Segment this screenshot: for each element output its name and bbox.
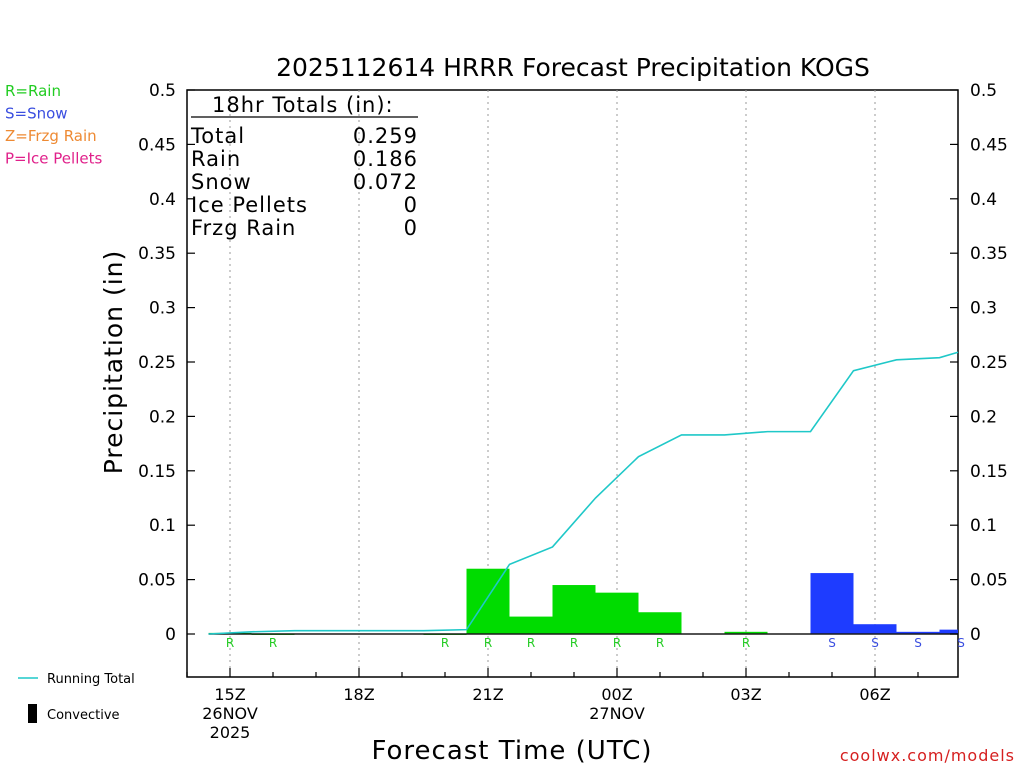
bar-hour-7 [509, 616, 553, 634]
ytick-label-left-7: 0.35 [138, 244, 176, 264]
xtick-label-3-0: 00Z [601, 685, 632, 704]
totals-label-0: Total [190, 124, 245, 148]
ytick-label-left-3: 0.15 [138, 462, 176, 482]
bar-hour-17 [939, 629, 958, 634]
running-total-legend-label: Running Total [47, 672, 135, 687]
xtick-label-0-2: 2025 [210, 723, 251, 742]
bar-hour-15 [853, 624, 897, 634]
ytick-label-right-2: 0.1 [970, 516, 997, 536]
ytick-label-left-9: 0.45 [138, 135, 176, 155]
totals-value-3: 0 [404, 193, 418, 217]
totals-box: 18hr Totals (in): Total 0.259 Rain 0.186 Sno… [190, 93, 418, 240]
ytick-label-right-1: 0.05 [970, 571, 1008, 591]
type-label-hour-12: R [742, 636, 750, 650]
type-label-hour-16: S [914, 636, 922, 650]
bar-hour-10 [638, 612, 682, 634]
totals-heading: 18hr Totals (in): [212, 93, 394, 117]
type-legend-entry-3: P=Ice Pellets [5, 150, 102, 168]
bar-hour-14 [810, 573, 854, 634]
type-label-hour-6: R [484, 636, 492, 650]
precip-type-legend: R=Rain S=Snow Z=Frzg Rain P=Ice Pellets [5, 82, 102, 168]
totals-value-4: 0 [404, 216, 418, 240]
type-label-hour-5: R [441, 636, 449, 650]
ytick-label-right-8: 0.4 [970, 190, 997, 210]
ytick-label-right-7: 0.35 [970, 244, 1008, 264]
series-legend: Running Total Convective [18, 672, 135, 723]
ytick-label-right-0: 0 [970, 625, 981, 645]
bar-hour-16 [896, 631, 940, 634]
convective-swatch [28, 704, 37, 723]
watermark: coolwx.com/models [840, 746, 1015, 765]
y-axis-label: Precipitation (in) [99, 250, 128, 475]
bar-hour-6 [466, 568, 510, 634]
type-legend-entry-0: R=Rain [5, 82, 61, 100]
xtick-label-5-0: 06Z [859, 685, 890, 704]
totals-label-1: Rain [191, 147, 241, 171]
bar-hour-9 [595, 592, 639, 634]
ytick-label-left-0: 0 [165, 625, 176, 645]
x-axis-label: Forecast Time (UTC) [371, 736, 652, 766]
running-total-line [208, 351, 959, 635]
totals-label-2: Snow [191, 170, 252, 194]
ytick-label-right-6: 0.3 [970, 299, 997, 319]
ytick-label-right-3: 0.15 [970, 462, 1008, 482]
type-label-hour-1: R [269, 636, 277, 650]
ytick-label-right-5: 0.25 [970, 353, 1008, 373]
ytick-label-left-8: 0.4 [149, 190, 176, 210]
totals-value-1: 0.186 [353, 147, 418, 171]
totals-label-4: Frzg Rain [191, 216, 296, 240]
totals-value-0: 0.259 [353, 124, 418, 148]
xtick-label-4-0: 03Z [730, 685, 761, 704]
type-label-hour-9: R [613, 636, 621, 650]
type-label-hour-10: R [656, 636, 664, 650]
type-label-hour-14: S [828, 636, 836, 650]
ytick-label-right-9: 0.45 [970, 135, 1008, 155]
totals-value-2: 0.072 [353, 170, 418, 194]
y-axis-left: 0 0.05 0.1 0.15 0.2 0.25 0.3 0.35 0.4 0.45 0.5 [138, 81, 195, 645]
totals-rows: Total 0.259 Rain 0.186 Snow 0.072 Ice Pellets 0… [190, 124, 418, 240]
bar-hour-12 [724, 631, 768, 634]
xtick-label-2-0: 21Z [472, 685, 503, 704]
y-axis-right: 0 0.05 0.1 0.15 0.2 0.25 0.3 0.35 0.4 0.45 0.5 [950, 81, 1008, 645]
plot-frame [186, 89, 959, 678]
type-label-hour-7: R [527, 636, 535, 650]
ytick-label-right-4: 0.2 [970, 407, 997, 427]
ytick-label-left-10: 0.5 [149, 81, 176, 101]
totals-label-3: Ice Pellets [191, 193, 308, 217]
type-legend-entry-1: S=Snow [5, 105, 68, 123]
type-label-hour-17: S [957, 636, 965, 650]
vertical-gridlines [229, 90, 876, 677]
convective-legend-label: Convective [47, 708, 120, 723]
ytick-label-left-4: 0.2 [149, 407, 176, 427]
bar-hour-8 [552, 585, 596, 634]
ytick-label-left-2: 0.1 [149, 516, 176, 536]
ytick-label-left-1: 0.05 [138, 571, 176, 591]
type-legend-entry-2: Z=Frzg Rain [5, 127, 97, 145]
xtick-label-0-0: 15Z [214, 685, 245, 704]
precip-bars [208, 568, 958, 635]
ytick-label-right-10: 0.5 [970, 81, 997, 101]
chart-title: 2025112614 HRRR Forecast Precipitation K… [276, 53, 870, 82]
type-label-hour-8: R [570, 636, 578, 650]
xtick-label-1-0: 18Z [343, 685, 374, 704]
ytick-label-left-6: 0.3 [149, 299, 176, 319]
xtick-label-3-1: 27NOV [589, 704, 645, 723]
xtick-label-0-1: 26NOV [202, 704, 258, 723]
type-label-hour-15: S [871, 636, 879, 650]
ytick-label-left-5: 0.25 [138, 353, 176, 373]
type-label-hour-0: R [226, 636, 234, 650]
